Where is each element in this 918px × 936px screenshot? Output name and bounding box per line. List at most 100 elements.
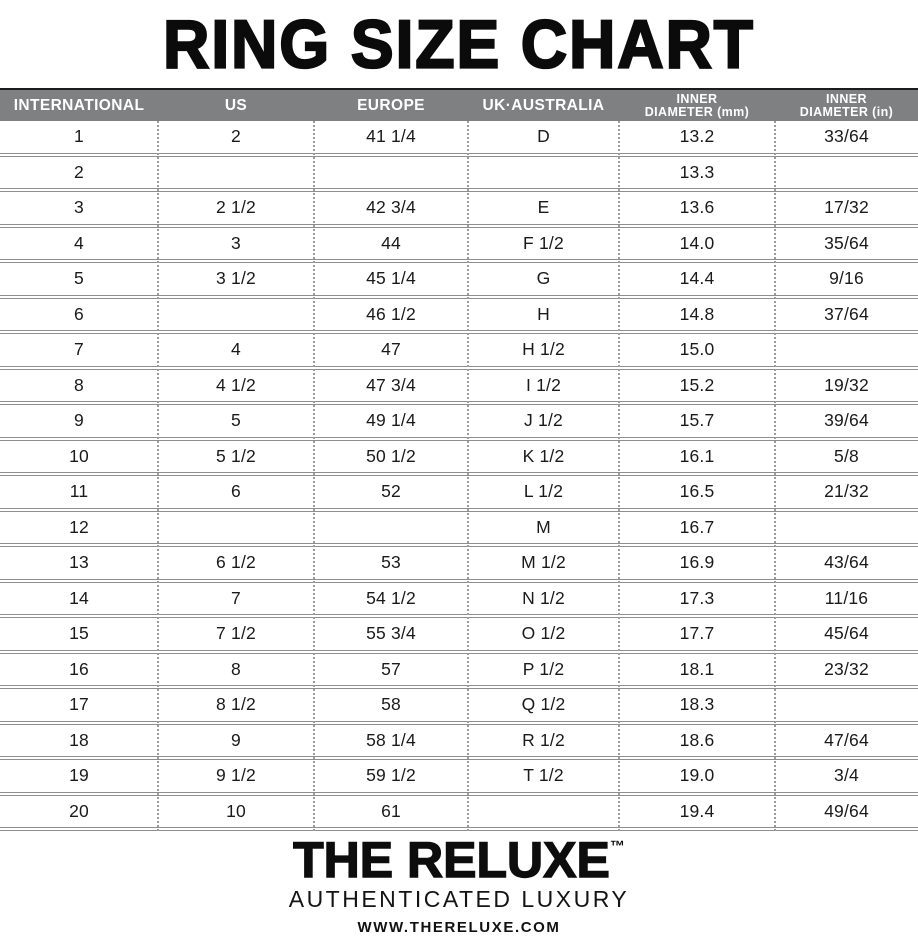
column-header-label: DIAMETER (mm) [644,104,750,119]
table-cell [158,512,314,544]
table-cell: 2 [74,161,84,182]
column-divider [467,121,469,831]
table-cell [468,157,619,189]
table-cell: F 1/2 [523,232,564,253]
table-cell: 19 [69,765,89,786]
table-cell: 16.7 [679,516,715,537]
column-header-label: INNER [676,91,718,106]
trademark-symbol: ™ [609,838,625,855]
table-cell: 5 [231,410,241,431]
table-cell: 3 [231,232,241,253]
table-cell: 41 1/4 [366,126,416,147]
table-cell: 13.3 [679,161,715,182]
table-cell: 16.1 [679,445,715,466]
column-header-inner-diameter-in: INNER DIAMETER (in) [775,90,918,121]
table-cell: 17/32 [824,197,869,218]
table-cell: 10 [226,800,246,821]
table-row: 2 13.3 [0,157,918,192]
table-cell: 3 1/2 [216,268,256,289]
table-cell: 47 3/4 [366,374,416,395]
brand-tagline: AUTHENTICATED LUXURY [288,886,630,912]
table-cell: H [537,303,550,324]
table-cell [775,512,918,544]
table-cell: 47/64 [824,729,869,750]
table-cell: 5/8 [834,445,859,466]
column-divider [618,121,620,831]
table-cell: 20 [69,800,89,821]
table-cell: 18.6 [679,729,715,750]
table-row: 5 3 1/2 45 1/4 G 14.4 9/16 [0,263,918,299]
table-cell [775,157,918,189]
column-header-label: UK·AUSTRALIA [482,96,605,114]
table-cell: 13 [69,552,89,573]
website-url: WWW.THERELUXE.COM [357,919,561,936]
table-cell: 59 1/2 [366,765,416,786]
table-cell: J 1/2 [524,410,563,431]
table-cell: 13.2 [679,126,715,147]
table-cell [158,299,314,331]
table-cell: 3 [74,197,84,218]
table-cell [775,689,918,721]
table-cell: 49/64 [824,800,869,821]
table-cell: 14.4 [679,268,715,289]
table-cell: 18.3 [679,694,715,715]
table-cell: 11 [69,481,89,502]
table-cell: 8 [231,658,241,679]
table-cell: 21/32 [824,481,869,502]
table-body: 1 2 41 1/4 D 13.2 33/64 2 13.3 3 2 1/2 42 3/4 E 13.6… [0,121,918,831]
table-cell: 45 1/4 [366,268,416,289]
table-cell: 9 [231,729,241,750]
table-row: 10 5 1/2 50 1/2 K 1/2 16.1 5/8 [0,441,918,476]
table-cell: 61 [381,800,401,821]
table-row: 18 9 58 1/4 R 1/2 18.6 47/64 [0,725,918,760]
table-cell: 53 [381,552,401,573]
table-cell: 15.2 [679,374,715,395]
table-cell: Q 1/2 [521,694,566,715]
table-cell: 46 1/2 [366,303,416,324]
table-cell: 11/16 [824,587,869,608]
column-header-us: US [158,90,314,121]
column-header-europe: EUROPE [314,90,468,121]
table-cell [314,512,468,544]
table-cell: 7 [74,339,84,360]
table-cell: 42 3/4 [366,197,416,218]
table-cell: 15.7 [679,410,715,431]
table-cell: 5 [74,268,84,289]
table-cell: K 1/2 [522,445,565,466]
column-divider [157,121,159,831]
table-cell: I 1/2 [525,374,562,395]
table-cell: 50 1/2 [366,445,416,466]
table-cell: 35/64 [824,232,869,253]
table-cell: 8 [74,374,84,395]
column-header-inner-diameter-mm: INNER DIAMETER (mm) [619,90,775,121]
table-cell: 58 [381,694,401,715]
table-cell: 14.0 [679,232,715,253]
table-cell: 19.0 [679,765,715,786]
brand-name: THE RELUXE [292,832,610,888]
table-row: 9 5 49 1/4 J 1/2 15.7 39/64 [0,405,918,441]
table-cell: 39/64 [824,410,869,431]
brand-line: THE RELUXE™ [0,832,918,888]
table-cell: 43/64 [824,552,869,573]
table-cell: 1 [74,126,84,147]
table-cell: 58 1/4 [366,729,416,750]
table-cell: 17.7 [679,623,715,644]
table-cell: 19/32 [824,374,869,395]
table-cell: 57 [381,658,401,679]
table-row: 12 M 16.7 [0,512,918,547]
table-cell: M [536,516,551,537]
table-cell: 9 [74,410,84,431]
table-cell: T 1/2 [523,765,564,786]
table-cell: 15.0 [679,339,715,360]
table-cell: 13.6 [679,197,715,218]
table-cell: 15 [69,623,89,644]
table-cell: G [536,268,551,289]
table-row: 3 2 1/2 42 3/4 E 13.6 17/32 [0,192,918,228]
table-header-row: INTERNATIONAL US EUROPE UK·AUSTRALIA INN… [0,90,918,121]
ring-size-table: INTERNATIONAL US EUROPE UK·AUSTRALIA INN… [0,88,918,831]
table-cell: 7 [231,587,241,608]
table-cell: 4 [74,232,84,253]
table-cell: 23/32 [824,658,869,679]
table-row: 15 7 1/2 55 3/4 O 1/2 17.7 45/64 [0,618,918,654]
